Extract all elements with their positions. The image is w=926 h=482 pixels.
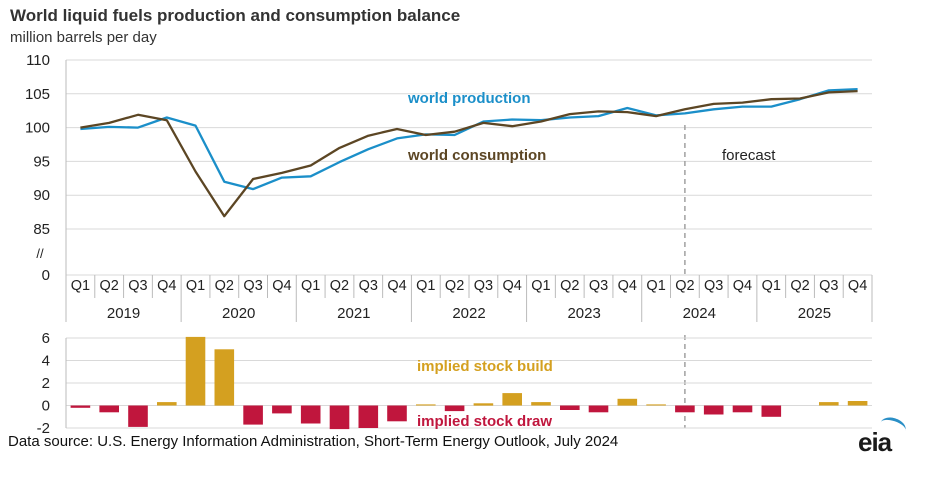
stock-build-bar bbox=[157, 402, 177, 406]
quarter-label: Q4 bbox=[157, 278, 176, 294]
stock-draw-bar bbox=[128, 405, 148, 427]
bottom-y-tick-label: -2 bbox=[37, 420, 50, 437]
top-y-tick-label: 90 bbox=[33, 187, 50, 204]
top-y-ticks: 110 105 100 95 90 85 0 // bbox=[25, 52, 50, 284]
world-consumption-label: world consumption bbox=[407, 147, 546, 164]
quarter-label: Q4 bbox=[503, 278, 522, 294]
stock-draw-bar bbox=[444, 405, 465, 412]
stock-draw-bar bbox=[70, 405, 91, 408]
eia-logo: eia bbox=[858, 427, 892, 457]
quarter-label: Q1 bbox=[416, 278, 435, 294]
forecast-marker: forecast bbox=[684, 125, 776, 428]
stock-build-bar bbox=[185, 336, 206, 406]
top-y-tick-label: 85 bbox=[33, 221, 50, 238]
chart-title: World liquid fuels production and consum… bbox=[10, 6, 461, 25]
stock-build-bar bbox=[617, 398, 638, 406]
year-label: 2023 bbox=[567, 305, 600, 322]
quarter-label: Q1 bbox=[71, 278, 90, 294]
stock-build-bar bbox=[847, 401, 868, 406]
quarter-label: Q4 bbox=[848, 278, 867, 294]
year-label: 2022 bbox=[452, 305, 485, 322]
stock-draw-bar bbox=[272, 405, 292, 414]
stock-build-bar bbox=[214, 349, 235, 406]
quarter-label: Q2 bbox=[330, 278, 349, 294]
quarter-label: Q4 bbox=[733, 278, 752, 294]
stock-draw-label: implied stock draw bbox=[417, 413, 552, 430]
stock-build-bar bbox=[819, 402, 839, 406]
world-consumption-line bbox=[80, 89, 858, 218]
year-label: 2021 bbox=[337, 305, 370, 322]
stock-draw-bar bbox=[675, 405, 695, 413]
stock-draw-bar bbox=[761, 405, 782, 417]
top-y-tick-label: 105 bbox=[25, 86, 50, 103]
stock-build-bar bbox=[531, 402, 551, 406]
bottom-y-tick-label: 2 bbox=[42, 375, 50, 392]
forecast-label: forecast bbox=[722, 147, 776, 164]
stock-draw-bar bbox=[99, 405, 119, 413]
stock-draw-bar bbox=[300, 405, 321, 424]
bottom-y-ticks: 6 4 2 0 -2 bbox=[37, 330, 50, 437]
axis-break-marker: // bbox=[36, 246, 44, 261]
stock-draw-bar bbox=[243, 405, 263, 425]
year-label: 2025 bbox=[798, 305, 831, 322]
quarter-label: Q4 bbox=[618, 278, 637, 294]
stock-draw-bar bbox=[703, 405, 724, 415]
stock-draw-bar bbox=[560, 405, 580, 410]
series-lines bbox=[80, 87, 858, 218]
top-y-tick-label: 0 bbox=[42, 267, 50, 284]
quarter-label: Q2 bbox=[445, 278, 464, 294]
bottom-y-tick-label: 6 bbox=[42, 330, 50, 347]
quarter-label: Q3 bbox=[704, 278, 723, 294]
quarter-label: Q2 bbox=[100, 278, 119, 294]
series-labels: world production world consumption implied… bbox=[407, 90, 553, 430]
x-axis: Q1 Q2 Q3 Q4 Q1 Q2 Q3 Q4 Q1 Q2 Q3 Q4 Q1 Q2 Q3 Q4 Q1 Q2 Q3 Q4… bbox=[65, 275, 873, 322]
quarter-label: Q3 bbox=[359, 278, 378, 294]
stock-draw-bar bbox=[329, 405, 350, 430]
top-y-tick-label: 95 bbox=[33, 153, 50, 170]
bottom-y-tick-label: 0 bbox=[42, 398, 50, 415]
stock-draw-bar bbox=[387, 405, 407, 422]
stock-draw-bar bbox=[588, 405, 609, 413]
quarter-label: Q1 bbox=[531, 278, 550, 294]
chart-subtitle: million barrels per day bbox=[10, 29, 157, 46]
quarter-label: Q2 bbox=[790, 278, 809, 294]
quarter-label: Q1 bbox=[301, 278, 320, 294]
quarter-label: Q1 bbox=[646, 278, 665, 294]
year-label: 2024 bbox=[683, 305, 716, 322]
quarter-label: Q3 bbox=[243, 278, 262, 294]
quarter-label: Q2 bbox=[560, 278, 579, 294]
quarter-label: Q2 bbox=[675, 278, 694, 294]
quarter-label: Q4 bbox=[272, 278, 291, 294]
stock-build-bar bbox=[646, 404, 666, 406]
quarter-label: Q2 bbox=[215, 278, 234, 294]
top-y-tick-label: 110 bbox=[26, 52, 50, 69]
quarter-label: Q3 bbox=[474, 278, 493, 294]
stock-bars bbox=[70, 336, 868, 430]
top-y-tick-label: 100 bbox=[25, 120, 50, 137]
stock-build-bar bbox=[473, 403, 494, 406]
quarter-label: Q3 bbox=[589, 278, 608, 294]
world-production-label: world production bbox=[407, 90, 530, 107]
data-source-note: Data source: U.S. Energy Information Adm… bbox=[8, 433, 619, 450]
quarter-label: Q1 bbox=[762, 278, 781, 294]
stock-build-label: implied stock build bbox=[417, 358, 553, 375]
year-label: 2020 bbox=[222, 305, 255, 322]
stock-draw-bar bbox=[732, 405, 753, 413]
year-label: 2019 bbox=[107, 305, 140, 322]
bottom-y-tick-label: 4 bbox=[42, 353, 50, 370]
quarter-label: Q3 bbox=[128, 278, 147, 294]
quarter-label: Q1 bbox=[186, 278, 205, 294]
stock-draw-bar bbox=[358, 405, 379, 428]
stock-build-bar bbox=[416, 404, 436, 406]
stock-build-bar bbox=[502, 393, 522, 406]
quarter-label: Q4 bbox=[387, 278, 406, 294]
quarter-label: Q3 bbox=[819, 278, 838, 294]
